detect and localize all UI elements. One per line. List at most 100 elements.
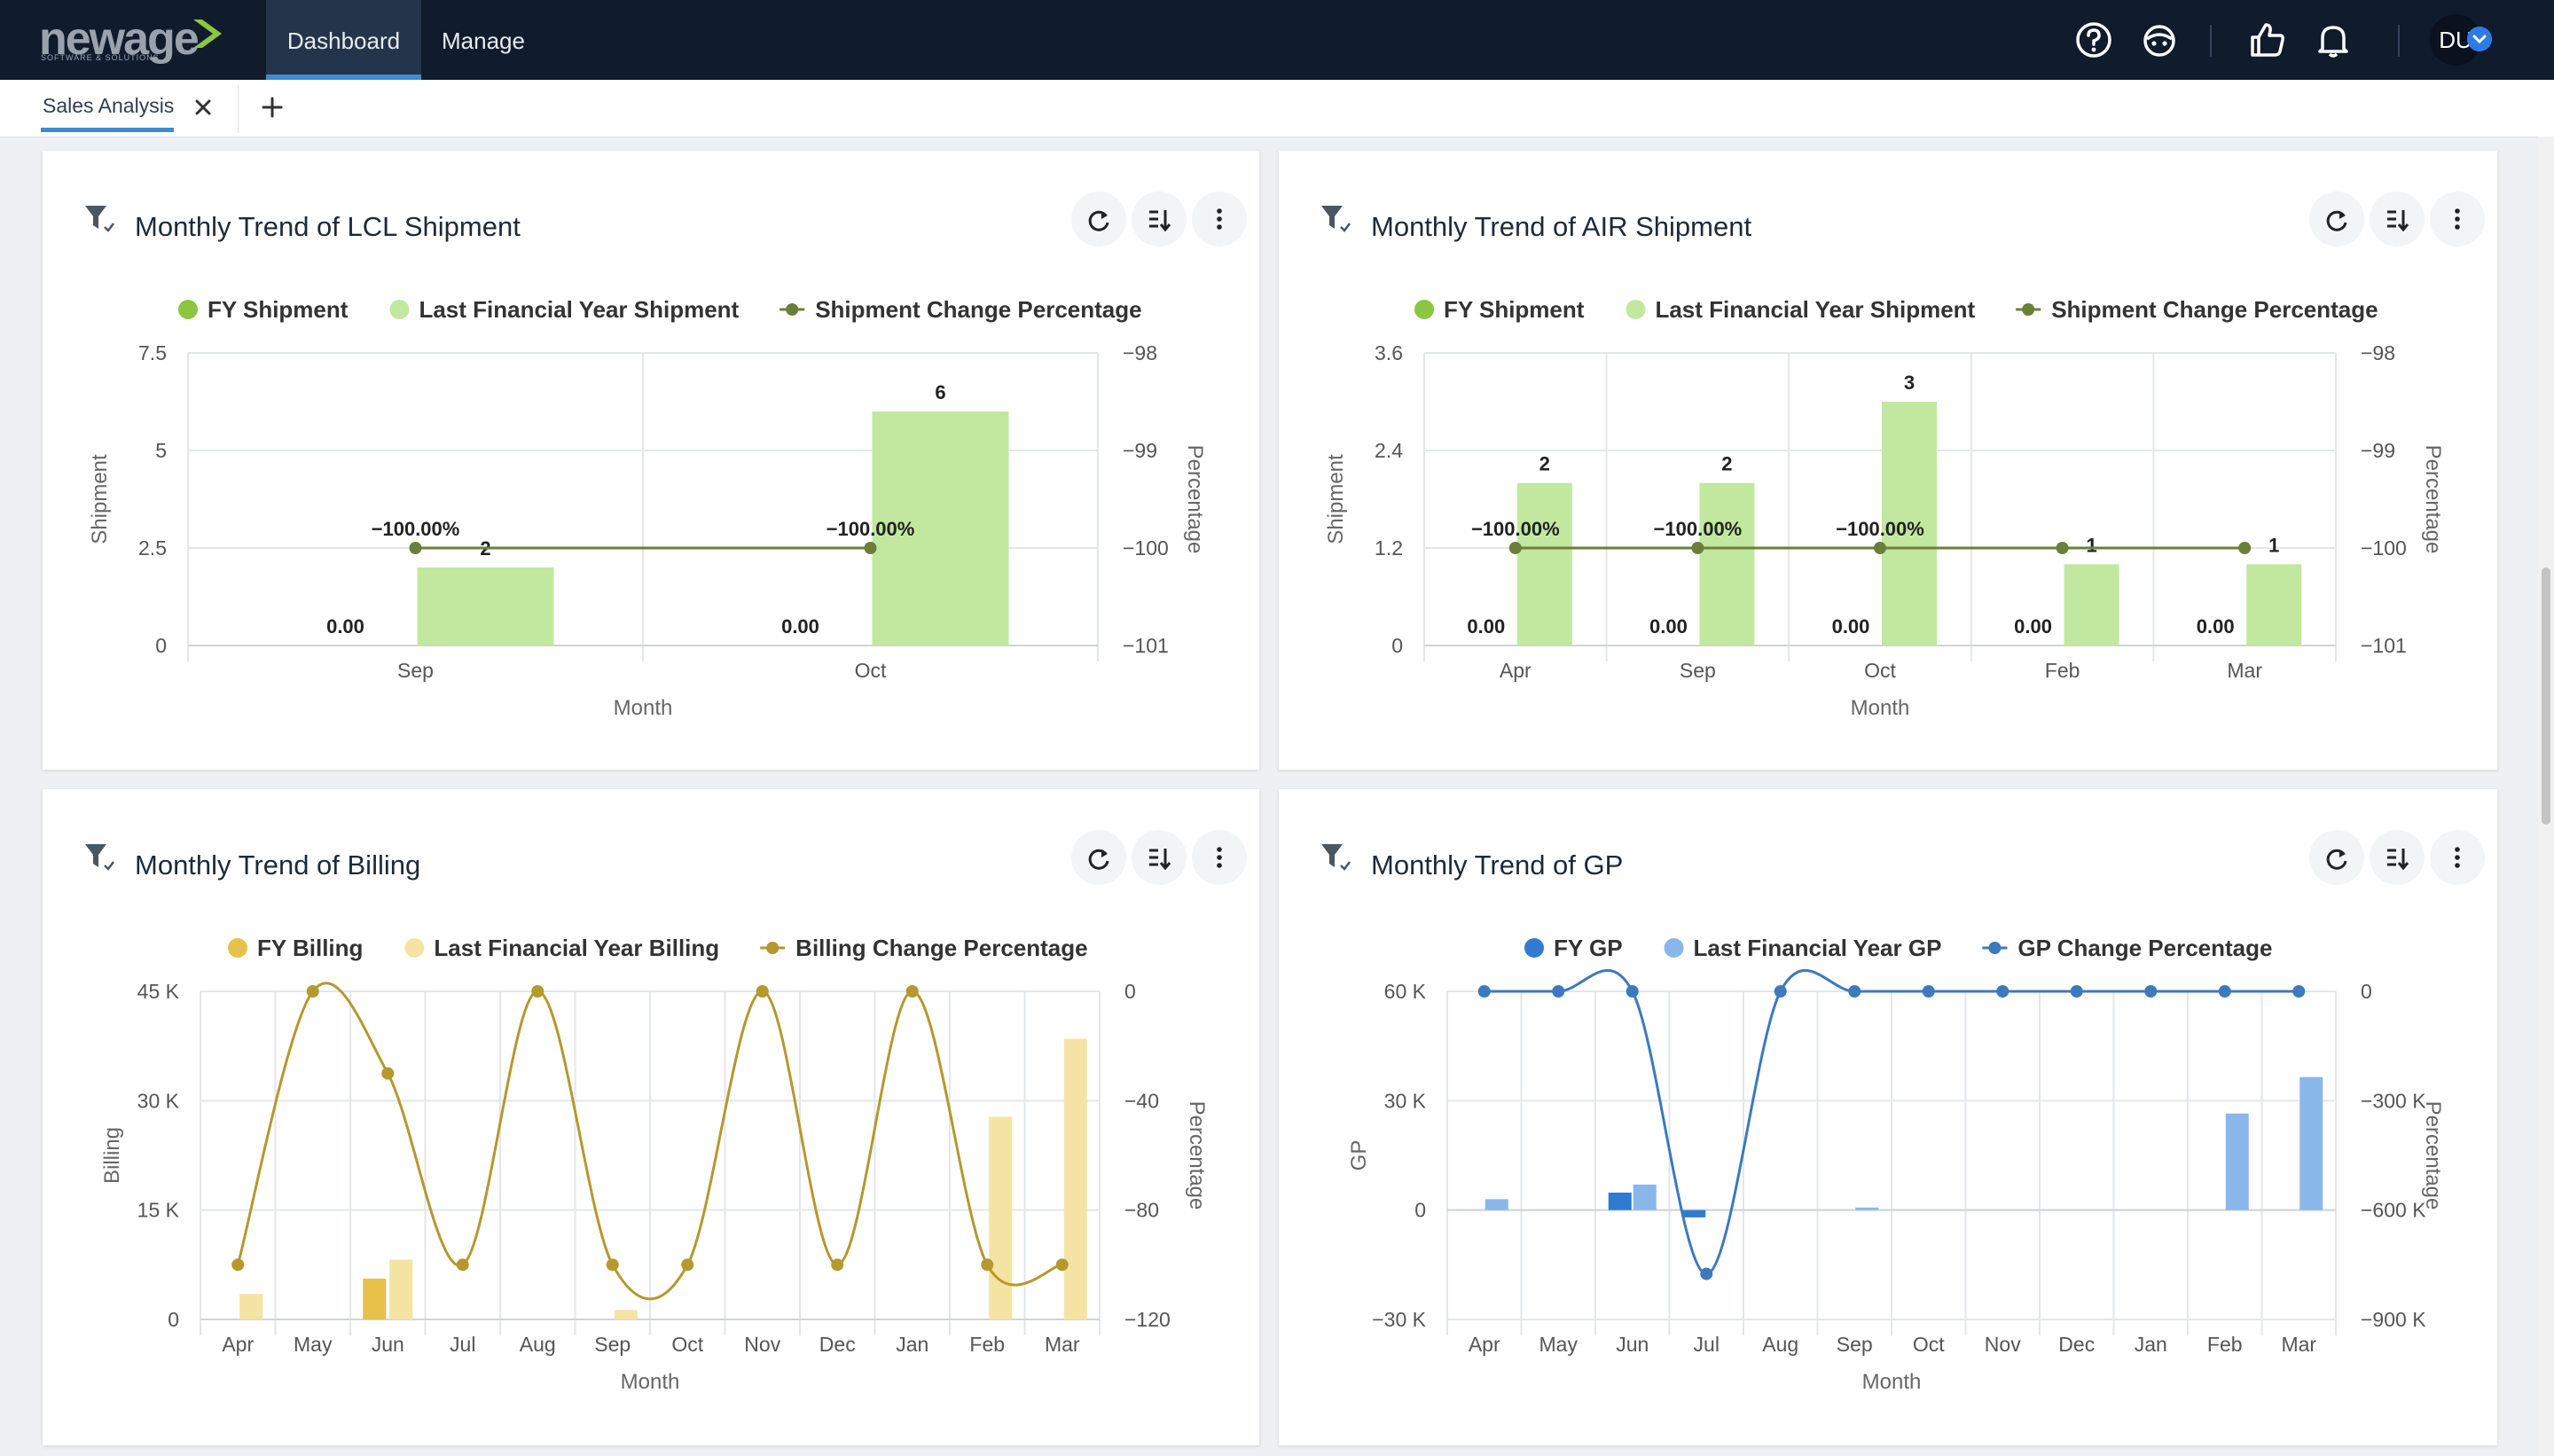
y-tick-label: 30 K	[1384, 1089, 1427, 1112]
line-point	[864, 542, 877, 554]
legend-item[interactable]: Last Financial Year Shipment	[1655, 296, 1975, 323]
bar-data-label: 0.00	[326, 615, 364, 638]
sort-button[interactable]	[1132, 192, 1187, 247]
line-point	[381, 1067, 395, 1080]
legend-marker	[1664, 938, 1684, 958]
bar	[1608, 1192, 1632, 1210]
line-series	[409, 542, 877, 554]
y-tick-label: 15 K	[137, 1199, 180, 1222]
chart-legend: FY Shipment Last Financial Year Shipment S…	[178, 296, 1142, 323]
line-point	[1774, 985, 1787, 998]
line-point	[2218, 985, 2231, 998]
assistant-icon[interactable]	[2139, 20, 2180, 60]
x-axis-title: Month	[621, 1370, 680, 1394]
bell-icon[interactable]	[2313, 20, 2354, 60]
more-options-button[interactable]	[2430, 830, 2485, 885]
legend-item[interactable]: Last Financial Year Billing	[434, 935, 719, 961]
refresh-button[interactable]	[1071, 192, 1126, 247]
close-tab-icon[interactable]	[190, 94, 216, 121]
y-tick-label: 7.5	[138, 341, 167, 364]
legend-item[interactable]: Shipment Change Percentage	[2051, 296, 2378, 323]
logo-chevron-icon	[193, 20, 222, 48]
legend-item[interactable]: Last Financial Year Shipment	[419, 296, 739, 323]
filter-icon[interactable]	[1318, 200, 1353, 236]
scrollbar-thumb[interactable]	[2542, 568, 2550, 825]
x-tick-label: May	[294, 1333, 333, 1356]
legend-item[interactable]: FY Shipment	[1444, 296, 1585, 323]
nav-dashboard[interactable]: Dashboard	[266, 0, 421, 80]
legend-item[interactable]: Last Financial Year GP	[1694, 935, 1942, 961]
add-tab-icon[interactable]	[259, 94, 286, 121]
y-tick-label: 0	[168, 1308, 179, 1331]
more-options-button[interactable]	[1192, 192, 1247, 247]
y-tick-label: 0	[155, 634, 167, 657]
line-series	[1477, 969, 2306, 1280]
chevron-down-icon[interactable]	[2467, 27, 2492, 51]
x-tick-label: Jul	[450, 1333, 475, 1356]
sort-button[interactable]	[1132, 830, 1187, 885]
bar-series	[1485, 1076, 2323, 1217]
refresh-button[interactable]	[2309, 192, 2364, 247]
sort-button[interactable]	[2370, 830, 2425, 885]
chart-gridlines	[1446, 990, 2337, 1335]
toolbar-divider	[2398, 25, 2400, 57]
tab-strip: Sales Analysis	[0, 80, 2554, 137]
line-data-label: −100.00%	[1836, 518, 1924, 540]
y-tick-label: −30 K	[1372, 1308, 1426, 1331]
legend-item[interactable]: FY GP	[1554, 935, 1623, 961]
bar	[389, 1259, 413, 1319]
x-tick-label: Apr	[1469, 1333, 1500, 1356]
line-point	[831, 1258, 844, 1272]
y2-tick-label: −900 K	[2361, 1308, 2426, 1331]
line-point	[1996, 985, 2010, 998]
legend-item[interactable]: Shipment Change Percentage	[815, 296, 1141, 323]
line-point	[681, 1258, 694, 1272]
bar	[1485, 1199, 1508, 1210]
active-tab-indicator	[41, 128, 174, 132]
y-axis-title: Shipment	[88, 454, 112, 544]
refresh-button[interactable]	[2309, 830, 2364, 885]
line-point	[2144, 985, 2158, 998]
y-tick-label: 3.6	[1375, 341, 1403, 364]
line-data-label: −100.00%	[1471, 518, 1560, 540]
bar-series	[239, 1038, 1087, 1319]
y2-tick-label: −101	[2361, 634, 2407, 657]
sort-button[interactable]	[2370, 192, 2425, 247]
legend-item[interactable]: FY Billing	[257, 935, 363, 961]
line-point	[1691, 542, 1704, 554]
card-title: Monthly Trend of AIR Shipment	[1371, 211, 1752, 242]
filter-icon[interactable]	[1318, 839, 1353, 874]
y-tick-label: 0	[1391, 634, 1403, 657]
more-options-button[interactable]	[1192, 830, 1247, 885]
legend-item[interactable]: FY Shipment	[208, 296, 349, 323]
refresh-button[interactable]	[1071, 830, 1126, 885]
tab-sales-analysis[interactable]: Sales Analysis	[41, 80, 174, 137]
logo-subtext: SOFTWARE & SOLUTIONS	[41, 53, 160, 62]
y-tick-label: 5	[155, 439, 167, 462]
bar-data-label: 1	[2086, 534, 2096, 556]
nav-manage[interactable]: Manage	[442, 27, 525, 54]
user-avatar[interactable]: DU	[2430, 14, 2481, 66]
filter-icon[interactable]	[82, 839, 117, 874]
x-axis-title: Month	[1851, 696, 1910, 720]
refresh-icon	[2326, 210, 2347, 231]
bar	[989, 1116, 1013, 1319]
help-icon[interactable]	[2073, 20, 2114, 60]
line-point	[1874, 542, 1886, 554]
bar	[1682, 1209, 1706, 1217]
y-axis-title: Shipment	[1324, 454, 1348, 544]
x-tick-label: Feb	[969, 1333, 1005, 1356]
y2-tick-label: −99	[1123, 439, 1157, 462]
bar	[1699, 482, 1755, 646]
line-series	[1508, 542, 2252, 554]
more-options-button[interactable]	[2430, 192, 2485, 247]
refresh-icon	[1088, 849, 1109, 870]
company-logo[interactable]: newage SOFTWARE & SOLUTIONS	[39, 12, 234, 66]
filter-icon[interactable]	[82, 200, 117, 236]
bar-data-label: 0.00	[2197, 615, 2235, 638]
sort-icon	[1149, 210, 1171, 231]
thumbs-up-icon[interactable]	[2247, 20, 2288, 60]
y2-tick-label: −99	[2361, 439, 2395, 462]
legend-item[interactable]: Billing Change Percentage	[795, 935, 1087, 961]
legend-item[interactable]: GP Change Percentage	[2017, 935, 2272, 961]
